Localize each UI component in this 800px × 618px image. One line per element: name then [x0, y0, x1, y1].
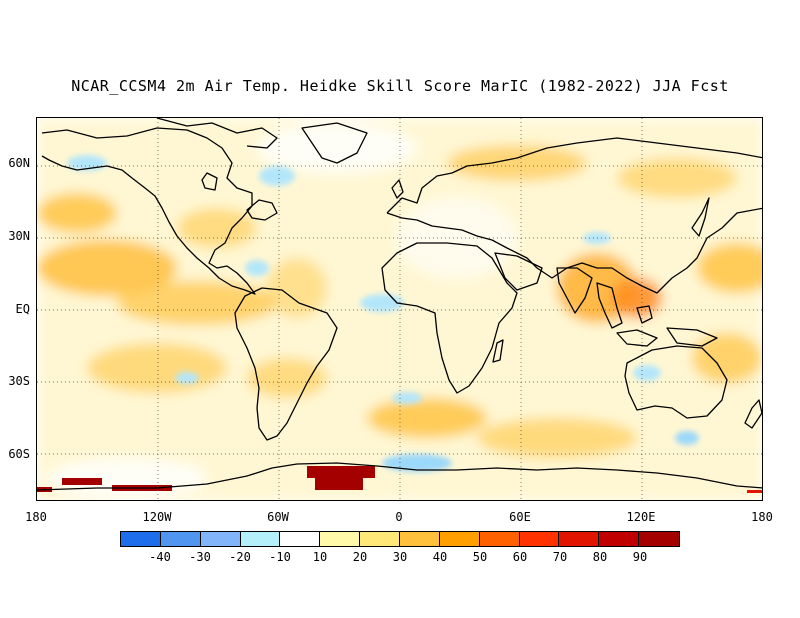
colorbar-box: [121, 532, 161, 546]
colorbar-box: [439, 532, 480, 546]
colorbar-label: -20: [229, 550, 251, 564]
colorbar: [120, 531, 680, 547]
colorbar-label: 50: [472, 550, 488, 564]
colorbar-label: -30: [189, 550, 211, 564]
lon-label-180e: 180: [751, 510, 773, 524]
colorbar-box: [599, 532, 640, 546]
colorbar-box: [400, 532, 440, 546]
lon-label-60w: 60W: [267, 510, 289, 524]
colorbar-label: 40: [432, 550, 448, 564]
colorbar-box: [320, 532, 361, 546]
colorbar-label: 60: [512, 550, 528, 564]
lon-label-180w: 180: [25, 510, 47, 524]
colorbar-label: -40: [149, 550, 171, 564]
colorbar-label: 30: [392, 550, 408, 564]
colorbar-box: [559, 532, 600, 546]
colorbar-box: [160, 532, 201, 546]
colorbar-label: 20: [352, 550, 368, 564]
colorbar-box: [360, 532, 401, 546]
lon-label-120e: 120E: [626, 510, 656, 524]
skill-shading: [37, 118, 762, 500]
lat-label-60n: 60N: [8, 156, 30, 170]
lat-label-60s: 60S: [8, 447, 30, 461]
lon-label-0: 0: [395, 510, 403, 524]
colorbar-box: [280, 532, 321, 546]
colorbar-box: [200, 532, 241, 546]
lon-label-120w: 120W: [142, 510, 172, 524]
lon-label-60e: 60E: [509, 510, 531, 524]
colorbar-label: 90: [632, 550, 648, 564]
lat-label-eq: EQ: [15, 302, 30, 316]
colorbar-box: [479, 532, 520, 546]
map-panel: [36, 117, 763, 501]
colorbar-box: [639, 532, 680, 546]
colorbar-label: 80: [592, 550, 608, 564]
colorbar-box: [519, 532, 560, 546]
lat-label-30n: 30N: [8, 229, 30, 243]
colorbar-label: 10: [312, 550, 328, 564]
colorbar-label: -10: [269, 550, 291, 564]
colorbar-label: 70: [552, 550, 568, 564]
colorbar-box: [240, 532, 281, 546]
map-title: NCAR_CCSM4 2m Air Temp. Heidke Skill Sco…: [71, 77, 729, 95]
map-canvas: [37, 118, 762, 500]
coastlines: [37, 118, 762, 491]
lat-label-30s: 30S: [8, 374, 30, 388]
